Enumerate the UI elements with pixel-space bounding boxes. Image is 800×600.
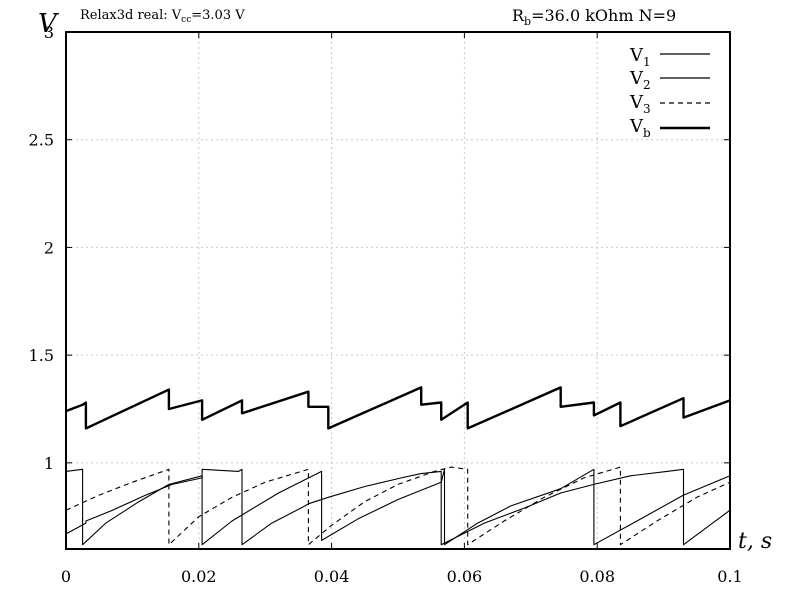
legend: V1 V2 V3 Vb xyxy=(629,45,710,140)
legend-item-v3: V3 xyxy=(629,92,710,116)
legend-label-vb: Vb xyxy=(629,116,651,140)
plot-frame xyxy=(65,31,731,550)
chart-title-right: Rb=36.0 kOhm N=9 xyxy=(512,6,676,28)
x-tick-label: 0.04 xyxy=(314,567,350,586)
legend-item-v2: V2 xyxy=(629,68,710,92)
y-axis-label: V xyxy=(38,9,59,39)
y-tick-label: 1.5 xyxy=(29,346,54,365)
y-tick-label: 3 xyxy=(44,23,54,42)
legend-item-v1: V1 xyxy=(629,45,710,69)
series-line-v2 xyxy=(65,468,731,546)
series-layer xyxy=(65,386,731,546)
grid-lines xyxy=(66,32,730,549)
chart-title-left: Relax3d real: Vcc=3.03 V xyxy=(80,8,245,25)
x-tick-label: 0.02 xyxy=(181,567,217,586)
series-line-vb xyxy=(65,386,731,430)
legend-label-v3: V3 xyxy=(629,92,651,116)
legend-label-v2: V2 xyxy=(629,68,651,92)
x-tick-label: 0 xyxy=(61,567,71,586)
y-tick-label: 2.5 xyxy=(29,131,54,150)
x-tick-label: 0.08 xyxy=(579,567,615,586)
y-tick-label: 2 xyxy=(44,238,54,257)
legend-item-vb: Vb xyxy=(629,116,710,140)
legend-label-v1: V1 xyxy=(629,45,651,69)
x-tick-label: 0.06 xyxy=(447,567,483,586)
x-axis-label: t, s xyxy=(738,529,772,554)
series-line-v3 xyxy=(65,466,731,546)
x-tick-label: 0.1 xyxy=(717,567,742,586)
y-tick-label: 1 xyxy=(44,454,54,473)
